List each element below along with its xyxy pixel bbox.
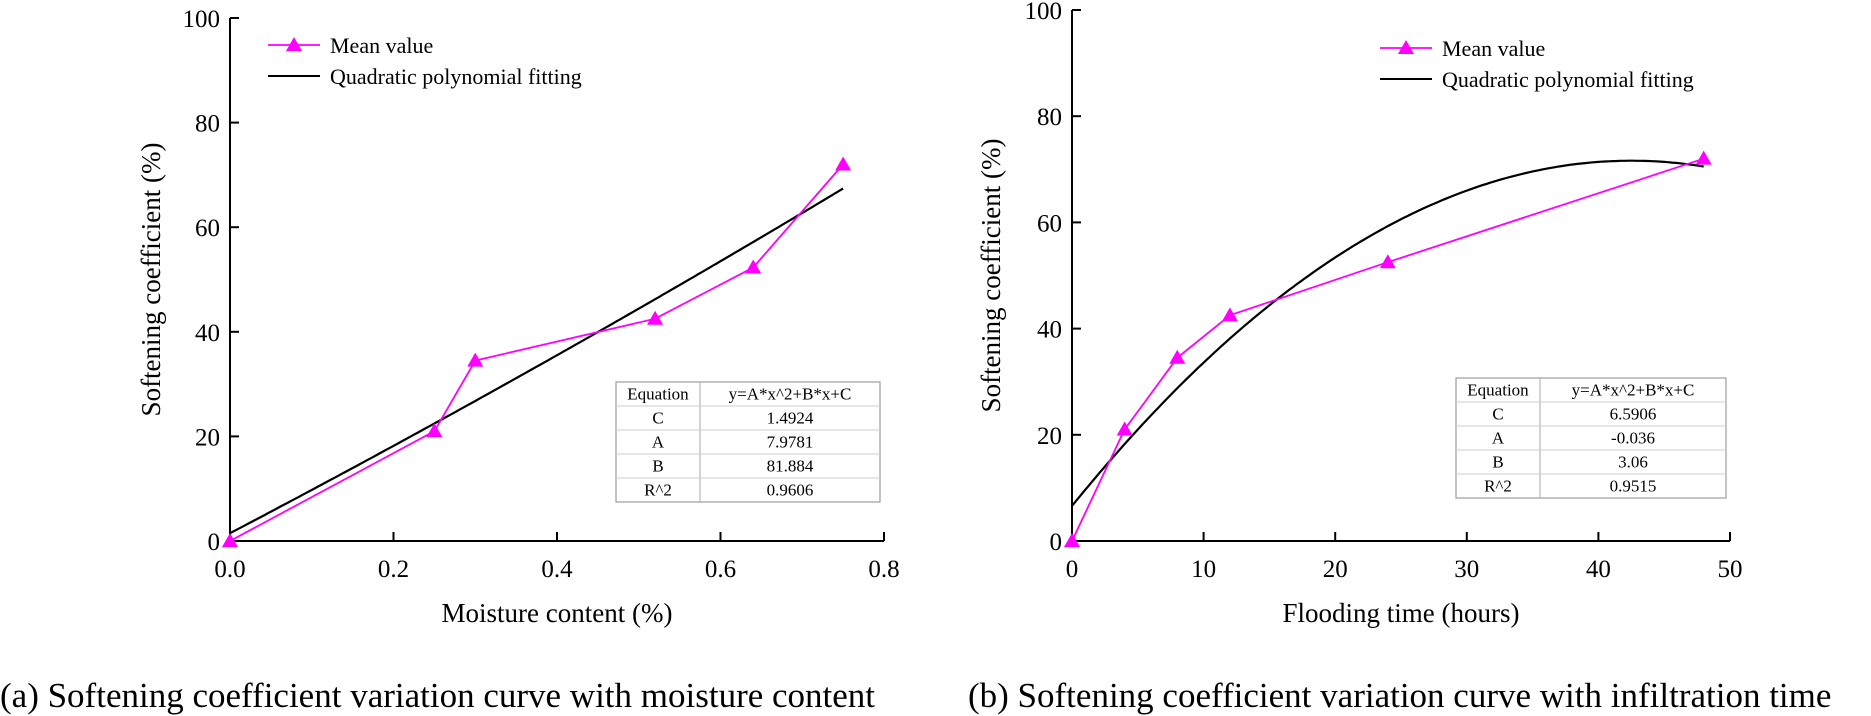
legend-triangle-marker bbox=[286, 37, 302, 51]
fit-table-value-cell: 6.5906 bbox=[1610, 404, 1657, 423]
x-axis-label: Flooding time (hours) bbox=[1283, 598, 1520, 628]
y-axis-label: Softening coefficient (%) bbox=[976, 139, 1006, 413]
fit-table-param-cell: B bbox=[652, 456, 663, 475]
fit-table-value-cell: 7.9781 bbox=[767, 432, 814, 451]
mean-value-point bbox=[1064, 533, 1080, 547]
y-tick-label: 60 bbox=[195, 215, 220, 242]
fit-curve bbox=[229, 187, 844, 535]
x-tick-label: 0.2 bbox=[378, 556, 409, 583]
fit-table-value-cell: 1.4924 bbox=[767, 408, 814, 427]
caption-b: (b) Softening coefficient variation curv… bbox=[968, 676, 1832, 715]
fit-table-param-cell: C bbox=[652, 408, 663, 427]
mean-value-point bbox=[647, 310, 664, 325]
x-tick-label: 40 bbox=[1586, 556, 1611, 583]
x-tick-label: 0 bbox=[1066, 556, 1079, 583]
y-tick-label: 20 bbox=[1037, 423, 1062, 450]
y-tick-label: 100 bbox=[183, 6, 221, 33]
mean-value-point bbox=[745, 259, 762, 274]
legend-mean-label: Mean value bbox=[330, 33, 433, 58]
x-tick-label: 50 bbox=[1718, 556, 1743, 583]
x-axis-label: Moisture content (%) bbox=[442, 598, 673, 628]
y-tick-label: 0 bbox=[1050, 529, 1063, 556]
fit-table-value-cell: 81.884 bbox=[767, 456, 814, 475]
mean-value-point bbox=[426, 423, 443, 438]
fit-table-header-cell: y=A*x^2+B*x+C bbox=[1572, 380, 1695, 399]
x-tick-label: 0.6 bbox=[705, 556, 736, 583]
mean-value-point bbox=[835, 156, 852, 171]
y-tick-label: 80 bbox=[1037, 104, 1062, 131]
y-tick-label: 100 bbox=[1025, 0, 1063, 25]
mean-value-point bbox=[1169, 349, 1186, 364]
legend-fit-label: Quadratic polynomial fitting bbox=[330, 64, 582, 89]
y-tick-label: 80 bbox=[195, 111, 220, 138]
fit-table bbox=[1455, 377, 1727, 499]
y-tick-label: 0 bbox=[208, 529, 221, 556]
mean-value-point bbox=[1116, 421, 1133, 436]
mean-value-line bbox=[229, 163, 844, 542]
fit-table bbox=[615, 381, 881, 503]
fit-table-header-cell: Equation bbox=[1467, 380, 1529, 399]
fit-table-param-cell: R^2 bbox=[644, 480, 672, 499]
x-tick-label: 10 bbox=[1191, 556, 1216, 583]
x-tick-label: 0.8 bbox=[868, 556, 899, 583]
chart-flooding-time: 0 20 40 60 80 100 0 10 20 30 40 50 Flooding time (ho… bbox=[976, 0, 1743, 628]
fit-table-param-cell: B bbox=[1492, 452, 1503, 471]
fit-table-param-cell: R^2 bbox=[1484, 476, 1512, 495]
caption-a: (a) Softening coefficient variation curv… bbox=[0, 676, 876, 715]
mean-value-point bbox=[222, 533, 238, 547]
y-tick-label: 20 bbox=[195, 424, 220, 451]
x-tick-label: 20 bbox=[1323, 556, 1348, 583]
y-tick-label: 40 bbox=[1037, 317, 1062, 344]
fit-table-param-cell: A bbox=[652, 432, 665, 451]
fit-curve bbox=[1071, 159, 1704, 507]
mean-value-point bbox=[1695, 150, 1712, 165]
x-tick-label: 0.0 bbox=[214, 556, 245, 583]
y-tick-label: 60 bbox=[1037, 210, 1062, 237]
fit-table-param-cell: C bbox=[1492, 404, 1503, 423]
fit-table-value-cell: -0.036 bbox=[1611, 428, 1655, 447]
mean-value-line bbox=[1071, 157, 1704, 542]
legend-fit-label: Quadratic polynomial fitting bbox=[1442, 67, 1694, 92]
x-tick-label: 0.4 bbox=[541, 556, 573, 583]
legend-triangle-marker bbox=[1398, 40, 1414, 54]
y-tick-label: 40 bbox=[195, 320, 220, 347]
mean-value-point bbox=[467, 352, 484, 367]
legend-mean-label: Mean value bbox=[1442, 36, 1545, 61]
fit-table-header-cell: y=A*x^2+B*x+C bbox=[729, 384, 852, 403]
chart-moisture-content: 0 20 40 60 80 100 0.0 0.2 0.4 0.6 0.8 Moisture cont… bbox=[136, 6, 900, 628]
y-axis-label: Softening coefficient (%) bbox=[136, 143, 166, 417]
fit-table-value-cell: 3.06 bbox=[1618, 452, 1648, 471]
fit-table-param-cell: A bbox=[1492, 428, 1505, 447]
mean-value-point bbox=[1379, 254, 1396, 269]
mean-value-point bbox=[1221, 307, 1238, 322]
fit-table-header-cell: Equation bbox=[627, 384, 689, 403]
x-tick-label: 30 bbox=[1454, 556, 1479, 583]
fit-table-value-cell: 0.9606 bbox=[767, 480, 814, 499]
fit-table-value-cell: 0.9515 bbox=[1610, 476, 1657, 495]
